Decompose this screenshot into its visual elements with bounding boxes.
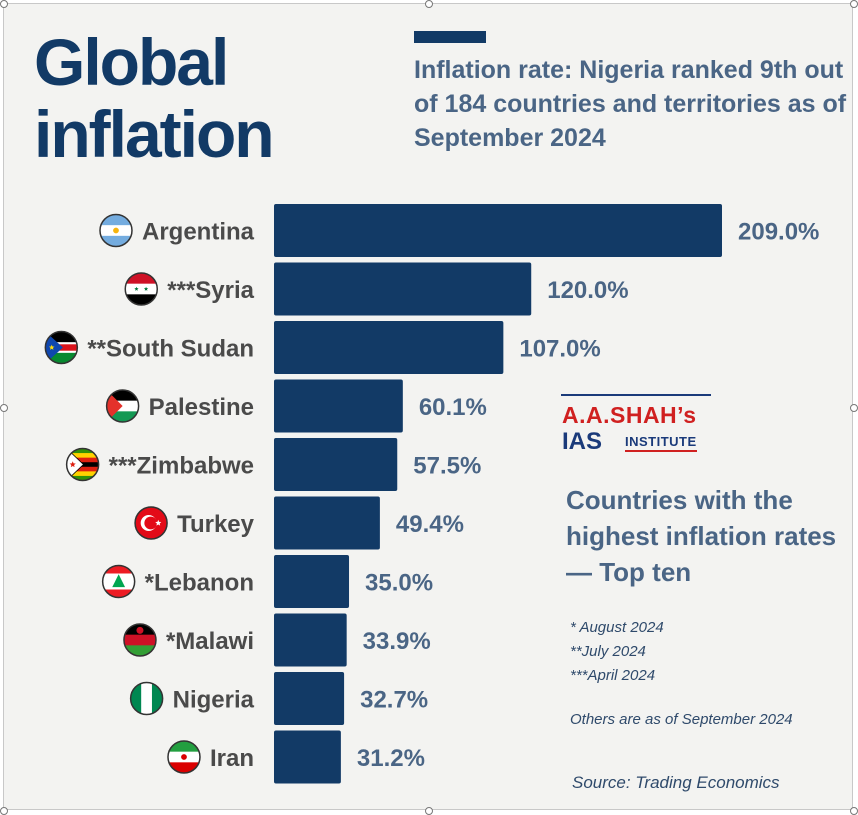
flag-outline	[105, 389, 140, 423]
value-label: 31.2%	[357, 745, 425, 772]
value-label: 33.9%	[363, 628, 431, 655]
bar	[274, 321, 504, 374]
logo-rule	[561, 394, 711, 396]
argentina-flag-icon	[99, 214, 132, 247]
bar	[274, 379, 403, 433]
palestine-flag-icon	[106, 390, 139, 422]
flag-outline	[134, 506, 168, 540]
category-label: Iran	[210, 745, 254, 772]
value-label: 209.0%	[738, 219, 819, 246]
resize-handle-top-left[interactable]	[0, 0, 8, 8]
category-label: ***Zimbabwe	[109, 453, 254, 480]
flag-outline	[123, 623, 157, 657]
category-label: Turkey	[177, 511, 255, 538]
bar-chart: 209.0% Argentina 120.0% ***Syria 107.0% **Sou…	[44, 204, 819, 784]
category-label: Palestine	[149, 394, 254, 421]
category-label: *Malawi	[166, 628, 254, 655]
flag-outline	[44, 330, 79, 365]
nigeria-flag-icon	[130, 682, 163, 715]
bar	[274, 613, 347, 667]
bar	[274, 672, 345, 725]
resize-handle-bottom[interactable]	[425, 807, 433, 815]
resize-handle-left[interactable]	[0, 404, 8, 412]
value-label: 35.0%	[365, 570, 433, 597]
subtitle: Inflation rate: Nigeria ranked 9th out o…	[414, 56, 847, 152]
footnote-others: Others are as of September 2024	[570, 711, 793, 728]
footnote-august: * August 2024	[570, 619, 664, 636]
bar	[274, 438, 398, 491]
flag-outline	[99, 213, 133, 248]
infographic-frame: Global inflation Inflation rate: Nigeria…	[3, 3, 853, 810]
category-label: ***Syria	[167, 277, 254, 304]
title-line-1: Global	[34, 25, 229, 99]
page-title: Global inflation	[34, 25, 275, 171]
footnote-april: ***April 2024	[570, 667, 656, 684]
category-label: Nigeria	[173, 687, 255, 714]
value-label: 107.0%	[519, 336, 600, 363]
value-label: 120.0%	[547, 277, 628, 304]
footnote-july: **July 2024	[570, 643, 646, 660]
lebanon-flag-icon	[102, 565, 135, 598]
value-label: 49.4%	[396, 511, 464, 538]
resize-handle-bottom-left[interactable]	[0, 807, 8, 815]
south-sudan-flag-icon	[45, 331, 78, 364]
bar	[274, 204, 722, 257]
side-title: Countries with the highest inflation rat…	[566, 485, 837, 587]
bar	[274, 555, 350, 608]
institute-logo: A.A.SHAH’s IAS INSTITUTE	[559, 392, 719, 455]
malawi-flag-icon	[123, 624, 156, 656]
logo-line-2: IAS	[562, 428, 603, 455]
flag-outline	[129, 681, 164, 716]
subtitle-rule	[414, 31, 486, 43]
value-label: 60.1%	[419, 394, 487, 421]
title-line-2: inflation	[34, 97, 275, 171]
bar	[274, 496, 380, 550]
bar	[274, 730, 341, 784]
zimbabwe-flag-icon	[66, 448, 99, 481]
resize-handle-right[interactable]	[850, 404, 858, 412]
resize-handle-top-right[interactable]	[850, 0, 858, 8]
turkey-flag-icon	[135, 507, 168, 539]
logo-line-3: INSTITUTE	[625, 434, 697, 452]
syria-flag-icon	[125, 273, 158, 305]
category-label: Argentina	[142, 219, 255, 246]
category-label: **South Sudan	[87, 336, 254, 363]
bar	[274, 262, 532, 316]
logo-line-1: A.A.SHAH’s	[562, 402, 697, 428]
flag-outline	[124, 272, 159, 306]
iran-flag-icon	[167, 741, 200, 773]
value-label: 32.7%	[360, 687, 428, 714]
value-label: 57.5%	[413, 453, 481, 480]
flag-outline	[167, 740, 201, 774]
flag-outline	[101, 564, 136, 599]
footnotes: * August 2024 **July 2024 ***April 2024 …	[570, 616, 850, 732]
resize-handle-bottom-right[interactable]	[850, 807, 858, 815]
resize-handle-top[interactable]	[425, 0, 433, 8]
flag-outline	[65, 447, 100, 482]
source-note: Source: Trading Economics	[572, 773, 780, 792]
category-label: *Lebanon	[145, 570, 254, 597]
